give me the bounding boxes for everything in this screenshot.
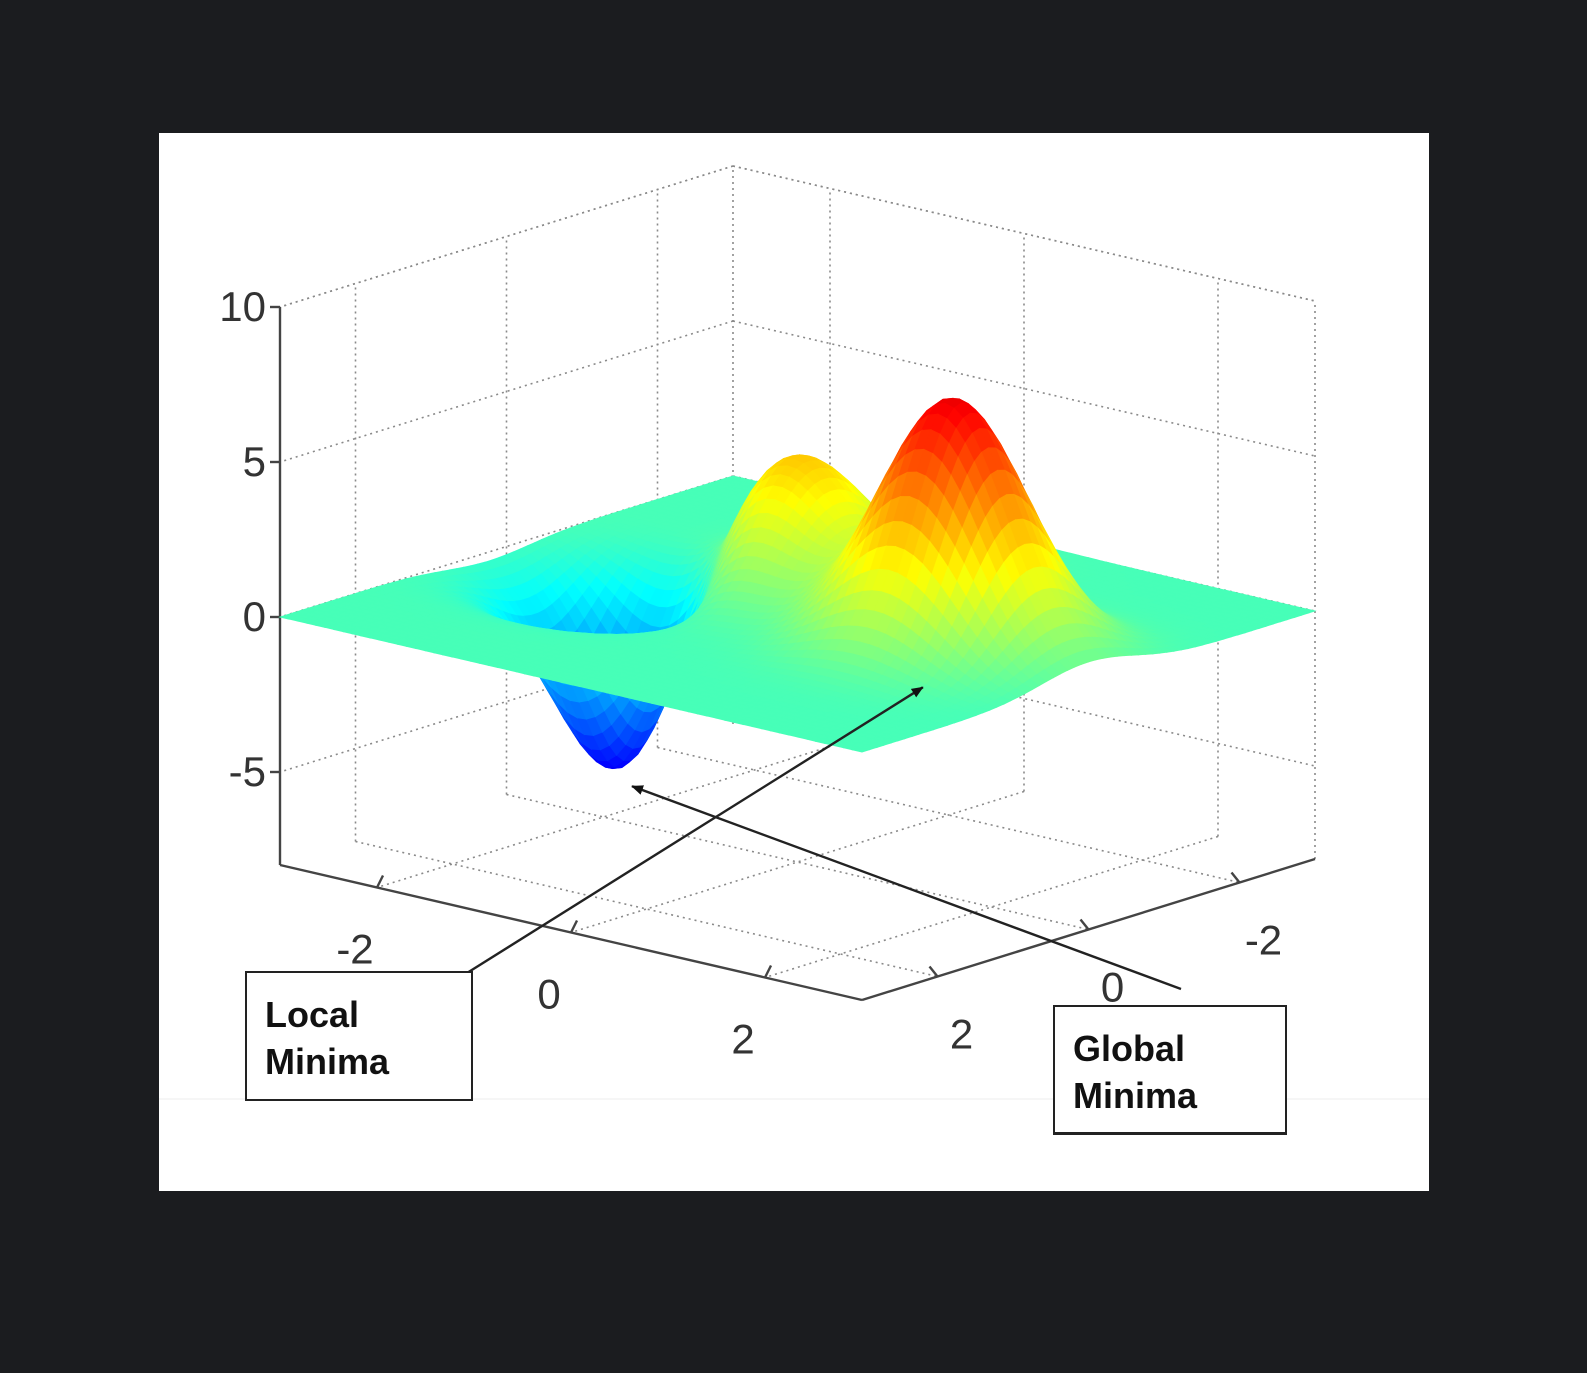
y-tick-mark [569,919,579,934]
local-minima-label-line-2: Minima [265,1041,390,1082]
arrow-layer [466,686,1182,991]
z-tick-label: 0 [243,593,266,640]
x-tick-label: -2 [1245,917,1282,964]
axis-layer [270,305,1316,1002]
gridline-floor-y [570,790,1025,934]
y-tick-mark [763,964,773,979]
z-tick-label: -5 [229,748,266,795]
y-tick-label: 0 [537,971,560,1018]
global-minima-label-line-2: Minima [1073,1075,1198,1116]
local-minima-label-line-1: Local [265,994,360,1035]
local-minima-arrow [466,686,924,975]
surface-layer [278,397,1317,770]
gridline-floor-y [376,745,831,889]
y-tick-label: -2 [336,926,373,973]
z-tick-label: 10 [219,283,266,330]
gridline-floor-y [764,835,1219,979]
x-tick-label: 2 [950,1011,973,1058]
y-tick-mark [375,874,385,889]
surface-cell [851,747,871,753]
global-minima-label-line-1: Global [1073,1028,1186,1069]
global-minima-arrow [631,785,1182,991]
gridline-floor-x [506,793,1089,931]
global-minima-label-box: Global Minima [1053,1005,1287,1135]
tick-layer: -5 0 5 10 -2 0 2 -2 0 2 [219,283,1282,1063]
figure-panel: -5 0 5 10 -2 0 2 -2 0 2 Local Minima Global Minim… [159,133,1429,1191]
z-tick-label: 5 [243,438,266,485]
local-minima-label-box: Local Minima [245,971,473,1101]
x-tick-mark [1230,871,1241,884]
surface-plot: -5 0 5 10 -2 0 2 -2 0 2 [159,165,1429,1100]
x-tick-mark [928,965,939,978]
x-tick-label: 0 [1101,964,1124,1011]
x-tick-mark [1079,918,1090,931]
gridline-edge [279,165,734,308]
y-tick-label: 2 [731,1016,754,1063]
